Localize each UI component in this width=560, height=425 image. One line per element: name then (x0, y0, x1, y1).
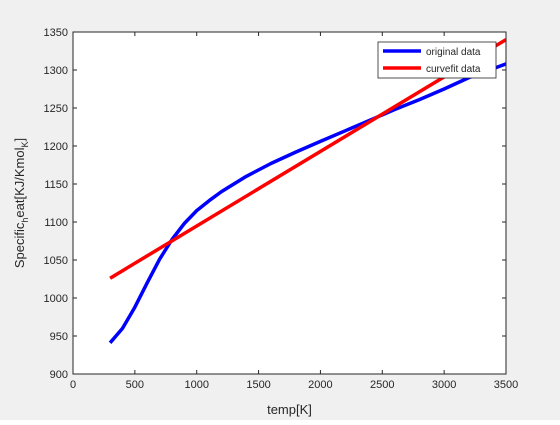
x-tick-label: 1000 (184, 379, 208, 391)
x-tick-label: 3500 (494, 379, 518, 391)
y-tick-label: 1250 (44, 103, 68, 115)
legend-label-original-data: original data (426, 47, 481, 58)
x-tick-label: 2500 (370, 379, 394, 391)
y-axis: 900 950 1000 1050 1100 1150 1200 1250 1300 1350 (44, 27, 506, 381)
y-tick-label: 1100 (44, 217, 68, 229)
y-axis-label-part: Specific (12, 222, 27, 268)
x-axis: 0 500 1000 1500 2000 2500 3000 3500 (70, 32, 518, 391)
y-tick-label: 1150 (44, 179, 68, 191)
y-tick-label: 1050 (44, 255, 68, 267)
series-layer (108, 38, 506, 344)
x-tick-label: 3000 (432, 379, 456, 391)
y-axis-label-subscript: K (20, 141, 30, 147)
y-tick-label: 1000 (44, 293, 68, 305)
y-tick-label: 1300 (44, 65, 68, 77)
y-axis-label-part: ] (12, 138, 27, 142)
y-axis-label-subscript: h (20, 218, 30, 223)
x-axis-label: temp[K] (267, 402, 312, 417)
y-tick-label: 900 (50, 369, 68, 381)
axes-box (72, 31, 507, 375)
x-tick-label: 1500 (246, 379, 270, 391)
y-axis-label-part: eat[KJ/Kmol (12, 147, 27, 217)
y-tick-label: 1200 (44, 141, 68, 153)
legend-label-curvefit-data: curvefit data (426, 64, 481, 75)
series-line-curvefit-data (109, 38, 506, 280)
x-tick-label: 2000 (308, 379, 332, 391)
legend-box (377, 41, 497, 79)
y-axis-label: Specificheat[KJ/KmolK] (12, 138, 30, 268)
x-tick-label: 0 (70, 379, 76, 391)
series-line-original-data (108, 62, 506, 344)
x-tick-label: 500 (126, 379, 144, 391)
y-tick-label: 950 (50, 331, 68, 343)
y-tick-label: 1350 (44, 27, 68, 39)
plot-area (73, 32, 506, 374)
legend: original data curvefit data (377, 41, 497, 79)
